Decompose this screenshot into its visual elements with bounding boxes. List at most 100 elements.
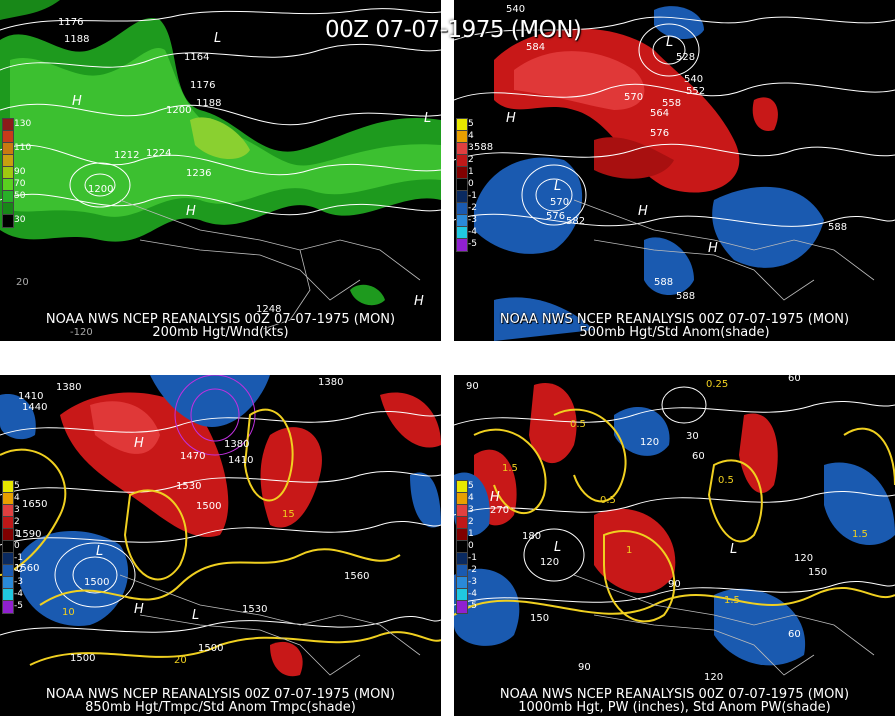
map-label: L: [424, 111, 431, 126]
map-label: 0.5: [718, 475, 734, 486]
scale-label: 1: [468, 167, 474, 177]
scale-entry: 5: [456, 118, 484, 132]
scale-entry: [2, 130, 30, 144]
scale-entry: -2: [456, 202, 484, 216]
map-label: 1188: [196, 98, 221, 109]
map-label: 10: [62, 607, 75, 618]
map-label: 1200: [88, 184, 113, 195]
map-label: H: [490, 490, 500, 505]
scale-entry: 2: [456, 154, 484, 168]
scale-entry: 4: [2, 492, 30, 506]
map-label: 1590: [16, 529, 41, 540]
scale-entry: -3: [456, 576, 484, 590]
color-scale: 5 4 3 2 1 0 -1 -2 -3 -4 -5: [456, 480, 484, 614]
map-label: 20: [174, 655, 187, 666]
map-label: 1500: [198, 643, 223, 654]
scale-swatch: [456, 238, 468, 252]
scale-label: -5: [468, 601, 477, 611]
scale-label: 3: [14, 505, 20, 515]
scale-label: 0: [14, 541, 20, 551]
map-label: 528: [676, 52, 695, 63]
map-label: 1500: [70, 653, 95, 664]
caption-field: 850mb Hgt/Tmpc/Std Anom Tmpc(shade): [85, 700, 356, 715]
map-label: 120: [540, 557, 559, 568]
map-label: 552: [686, 86, 705, 97]
scale-label: -5: [14, 601, 23, 611]
map-label: L: [554, 179, 561, 194]
scale-entry: 3: [456, 142, 484, 156]
map-label: 90: [668, 579, 681, 590]
map-label: 1500: [196, 501, 221, 512]
scale-label: 70: [14, 179, 26, 189]
scale-entry: -3: [2, 576, 30, 590]
map-label: 15: [282, 509, 295, 520]
map-label: L: [666, 35, 673, 50]
scale-label: -1: [14, 553, 23, 563]
panel-1000mb: 90 0.25 60 0.5 1.5 0.5 120 30 60 0.5 270…: [454, 375, 895, 716]
map-label: 90: [466, 381, 479, 392]
scale-entry: 0: [2, 540, 30, 554]
map-label: 576: [650, 128, 669, 139]
scale-entry: 0: [456, 540, 484, 554]
map-label: 60: [788, 375, 801, 384]
panel-200mb: 1176 1188 1164 1176 1188 1200 1212 1224 …: [0, 0, 441, 341]
map-label: 150: [808, 567, 827, 578]
map-label: H: [708, 241, 718, 256]
scale-entry: 5: [456, 480, 484, 494]
scale-entry: 0: [456, 178, 484, 192]
scale-label: 90: [14, 167, 26, 177]
map-label: H: [134, 602, 144, 617]
map-label: 1560: [14, 563, 39, 574]
map-label: 20: [16, 277, 29, 288]
scale-entry: 1: [456, 166, 484, 180]
map-label: H: [506, 111, 516, 126]
map-label: 558: [662, 98, 681, 109]
scale-entry: 110: [2, 142, 31, 156]
map-label: L: [96, 544, 103, 559]
scale-swatch: [2, 214, 14, 228]
scale-entry: 3: [456, 504, 484, 518]
scale-entry: 50: [2, 190, 30, 204]
scale-entry: -3: [456, 214, 484, 228]
scale-entry: 2: [2, 516, 30, 530]
map-label: 180: [522, 531, 541, 542]
map-1000mb: 90 0.25 60 0.5 1.5 0.5 120 30 60 0.5 270…: [454, 375, 895, 683]
caption-source: NOAA NWS NCEP REANALYSIS 00Z 07-07-1975 …: [499, 312, 850, 327]
caption-field: 500mb Hgt/Std Anom(shade): [579, 325, 770, 340]
map-label: 540: [506, 4, 525, 15]
map-label: 270: [490, 505, 509, 516]
scale-entry: [2, 202, 30, 216]
color-scale: 5 4 3 2 1 0 -1 -2 -3 -4 -5: [456, 118, 484, 252]
map-label: 1410: [18, 391, 43, 402]
map-label: H: [638, 204, 648, 219]
map-label: 576: [546, 211, 565, 222]
scale-entry: 90: [2, 166, 30, 180]
map-label: 1650: [22, 499, 47, 510]
map-label: L: [730, 542, 737, 557]
scale-label: -4: [468, 589, 477, 599]
scale-label: 1: [14, 529, 20, 539]
map-label: 0.25: [706, 379, 728, 390]
scale-label: 5: [468, 481, 474, 491]
map-label: 582: [566, 216, 585, 227]
scale-entry: -5: [456, 600, 484, 614]
map-label: 1176: [58, 17, 83, 28]
panel-850mb: 1380 1410 1440 1470 1380 1410 1530 1500 …: [0, 375, 441, 716]
color-scale: 130 110 90 70 50 30: [2, 118, 31, 228]
caption-source: NOAA NWS NCEP REANALYSIS 00Z 07-07-1975 …: [45, 687, 396, 702]
scale-label: 2: [14, 517, 20, 527]
color-scale: 5 4 3 2 1 0 -1 -2 -3 -4 -5: [2, 480, 30, 614]
scale-label: 4: [468, 131, 474, 141]
scale-label: 4: [468, 493, 474, 503]
map-label: 1530: [242, 604, 267, 615]
scale-label: 3: [468, 143, 474, 153]
map-label: 90: [578, 662, 591, 673]
scale-entry: -5: [2, 600, 30, 614]
scale-label: 50: [14, 191, 26, 201]
map-label: 588: [828, 222, 847, 233]
map-label: 1200: [166, 105, 191, 116]
scale-entry: -1: [2, 552, 30, 566]
scale-entry: -4: [456, 226, 484, 240]
scale-label: -4: [14, 589, 23, 599]
scale-swatch: [456, 600, 468, 614]
